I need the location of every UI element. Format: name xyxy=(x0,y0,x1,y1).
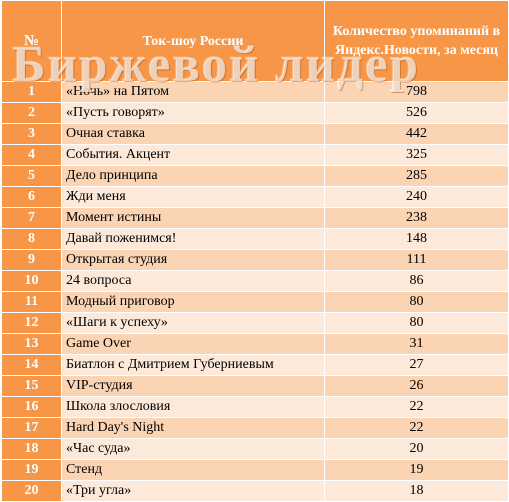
mention-count: 19 xyxy=(324,459,509,481)
row-number: 12 xyxy=(1,312,62,334)
row-number: 1 xyxy=(1,81,62,103)
table-row: 4 События. Акцент 325 xyxy=(1,144,509,166)
show-name: Открытая студия xyxy=(61,249,325,271)
table-row: 17 Hard Day's Night 22 xyxy=(1,417,509,439)
mention-count: 80 xyxy=(324,291,509,313)
mention-count: 111 xyxy=(324,249,509,271)
show-name: Game Over xyxy=(61,333,325,355)
show-name: Школа злословия xyxy=(61,396,325,418)
table-row: 20 «Три угла» 18 xyxy=(1,480,509,502)
mention-count: 526 xyxy=(324,102,509,124)
table-row: 5 Дело принципа 285 xyxy=(1,165,509,187)
row-number: 9 xyxy=(1,249,62,271)
table-row: 10 24 вопроса 86 xyxy=(1,270,509,292)
show-name: «Пусть говорят» xyxy=(61,102,325,124)
row-number: 16 xyxy=(1,396,62,418)
table-row: 9 Открытая студия 111 xyxy=(1,249,509,271)
table-row: 2 «Пусть говорят» 526 xyxy=(1,102,509,124)
show-name: Стенд xyxy=(61,459,325,481)
mention-count: 22 xyxy=(324,396,509,418)
row-number: 2 xyxy=(1,102,62,124)
show-name: Жди меня xyxy=(61,186,325,208)
row-number: 3 xyxy=(1,123,62,145)
show-name: Дело принципа xyxy=(61,165,325,187)
show-name: Очная ставка xyxy=(61,123,325,145)
table-header: № Ток-шоу России Количество упоминаний в… xyxy=(1,0,509,82)
table-row: 18 «Час суда» 20 xyxy=(1,438,509,460)
mention-count: 31 xyxy=(324,333,509,355)
show-name: Биатлон с Дмитрием Губерниевым xyxy=(61,354,325,376)
row-number: 10 xyxy=(1,270,62,292)
row-number: 14 xyxy=(1,354,62,376)
mention-count: 20 xyxy=(324,438,509,460)
row-number: 15 xyxy=(1,375,62,397)
mention-count: 18 xyxy=(324,480,509,502)
table-row: 3 Очная ставка 442 xyxy=(1,123,509,145)
row-number: 17 xyxy=(1,417,62,439)
show-name: Hard Day's Night xyxy=(61,417,325,439)
row-number: 5 xyxy=(1,165,62,187)
table-row: 15 VIP-студия 26 xyxy=(1,375,509,397)
show-name: Модный приговор xyxy=(61,291,325,313)
row-number: 4 xyxy=(1,144,62,166)
table-row: 7 Момент истины 238 xyxy=(1,207,509,229)
show-name: 24 вопроса xyxy=(61,270,325,292)
mention-count: 285 xyxy=(324,165,509,187)
row-number: 6 xyxy=(1,186,62,208)
mention-count: 80 xyxy=(324,312,509,334)
header-show: Ток-шоу России xyxy=(61,0,325,82)
row-number: 11 xyxy=(1,291,62,313)
show-name: События. Акцент xyxy=(61,144,325,166)
mention-count: 26 xyxy=(324,375,509,397)
mention-count: 240 xyxy=(324,186,509,208)
row-number: 13 xyxy=(1,333,62,355)
row-number: 19 xyxy=(1,459,62,481)
table-row: 6 Жди меня 240 xyxy=(1,186,509,208)
show-name: Давай поженимся! xyxy=(61,228,325,250)
show-name: «Ночь» на Пятом xyxy=(61,81,325,103)
header-mentions: Количество упоминаний в Яндекс.Новости, … xyxy=(324,0,509,82)
mention-count: 86 xyxy=(324,270,509,292)
mention-count: 325 xyxy=(324,144,509,166)
row-number: 20 xyxy=(1,480,62,502)
row-number: 18 xyxy=(1,438,62,460)
table-row: 19 Стенд 19 xyxy=(1,459,509,481)
show-name: Момент истины xyxy=(61,207,325,229)
mention-count: 442 xyxy=(324,123,509,145)
mention-count: 22 xyxy=(324,417,509,439)
show-name: «Шаги к успеху» xyxy=(61,312,325,334)
table-row: 12 «Шаги к успеху» 80 xyxy=(1,312,509,334)
mention-count: 148 xyxy=(324,228,509,250)
table-row: 1 «Ночь» на Пятом 798 xyxy=(1,81,509,103)
table-row: 14 Биатлон с Дмитрием Губерниевым 27 xyxy=(1,354,509,376)
table-row: 8 Давай поженимся! 148 xyxy=(1,228,509,250)
mention-count: 238 xyxy=(324,207,509,229)
header-row: № Ток-шоу России Количество упоминаний в… xyxy=(1,0,509,82)
table-row: 11 Модный приговор 80 xyxy=(1,291,509,313)
show-name: «Час суда» xyxy=(61,438,325,460)
mention-count: 27 xyxy=(324,354,509,376)
table-row: 16 Школа злословия 22 xyxy=(1,396,509,418)
show-name: VIP-студия xyxy=(61,375,325,397)
table-row: 13 Game Over 31 xyxy=(1,333,509,355)
mention-count: 798 xyxy=(324,81,509,103)
header-number: № xyxy=(1,0,62,82)
table-body: 1 «Ночь» на Пятом 798 2 «Пусть говорят» 526 3 О… xyxy=(1,81,509,502)
row-number: 7 xyxy=(1,207,62,229)
show-name: «Три угла» xyxy=(61,480,325,502)
row-number: 8 xyxy=(1,228,62,250)
